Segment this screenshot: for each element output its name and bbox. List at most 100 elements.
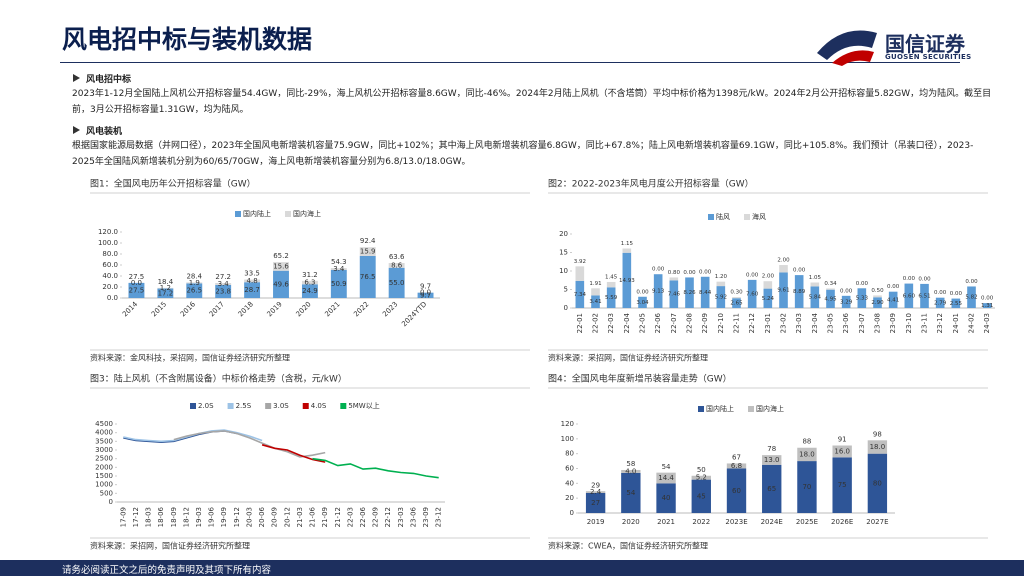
y-tick-label: 3000 — [95, 446, 113, 454]
bar-segment — [215, 284, 232, 298]
paragraph: 根据国家能源局数据（并网口径），2023年全国风电新增装机容量75.9GW，同比… — [72, 141, 974, 167]
x-tick-label: 18-03 — [145, 507, 153, 527]
x-tick-label: 21-06 — [309, 506, 317, 527]
value-label: 5.33 — [856, 296, 869, 302]
x-tick-label: 19-03 — [195, 507, 203, 527]
x-tick-label: 2023E — [725, 518, 747, 526]
bar-segment — [330, 270, 347, 298]
legend-swatch — [708, 214, 714, 220]
bar-segment — [763, 281, 773, 289]
x-tick-label: 2027E — [866, 518, 888, 526]
value-label: 17.2 — [158, 289, 174, 297]
legend-label: 国内陆上 — [243, 209, 271, 218]
legend-swatch — [698, 406, 704, 412]
chart-title: 图3：陆上风机（不含附属设备）中标价格走势（含税，元/kW） — [90, 373, 347, 385]
value-label: 15.6 — [273, 262, 289, 270]
x-tick-label: 20-03 — [245, 507, 253, 527]
y-tick-label: 0 — [564, 304, 568, 312]
value-label: 14.4 — [658, 474, 674, 482]
value-label: 2.00 — [762, 274, 775, 280]
total-label: 33.5 — [244, 270, 260, 278]
y-tick-label: 120.0 — [98, 228, 118, 236]
legend-label: 国内海上 — [756, 404, 784, 413]
x-tick-label: 2022 — [352, 300, 370, 318]
bar-segment — [716, 286, 726, 308]
bar-segment — [669, 277, 679, 281]
bar-segment — [591, 288, 600, 296]
y-tick-label: 1000 — [95, 481, 113, 489]
x-tick-label: 22-08 — [686, 313, 694, 333]
x-tick-label: 18-12 — [182, 507, 190, 527]
bar-segment — [606, 281, 616, 288]
bar-segment — [273, 262, 289, 271]
value-label: 1.9 — [189, 279, 200, 287]
bar-segment — [656, 472, 676, 484]
bar-segment — [700, 276, 710, 308]
x-tick-label: 22-12 — [748, 313, 756, 333]
x-tick-label: 2024E — [761, 518, 783, 526]
y-tick-label: 10 — [559, 267, 568, 275]
bar-segment — [157, 288, 174, 298]
value-label: 1.91 — [589, 281, 601, 287]
total-label: 65.2 — [273, 252, 289, 260]
bar-segment — [873, 297, 882, 308]
value-label: 14.93 — [619, 278, 635, 284]
legend-label: 国内陆上 — [706, 404, 734, 413]
legend-label: 2.5S — [236, 402, 252, 410]
total-label: 50 — [697, 466, 706, 474]
value-label: 2.55 — [950, 301, 963, 307]
legend-label: 2.0S — [198, 402, 214, 410]
value-label: 5.2 — [696, 474, 707, 482]
logo-mark — [817, 30, 877, 66]
x-tick-label: 22-07 — [670, 313, 678, 333]
total-label: 63.6 — [389, 253, 405, 261]
value-label: 4.8 — [247, 277, 258, 285]
y-tick-label: 15 — [559, 249, 568, 257]
value-label: 54 — [626, 489, 635, 497]
bar-segment — [591, 295, 600, 308]
bar-segment — [359, 255, 376, 298]
chart-source: 资料来源：金风科技，采招网，国信证券经济研究所整理 — [90, 353, 290, 363]
total-label: 18.4 — [158, 278, 174, 286]
x-tick-label: 22-12 — [384, 507, 392, 527]
value-label: 1.2 — [160, 284, 171, 292]
y-tick-label: 2500 — [95, 455, 113, 463]
value-label: 70 — [802, 483, 811, 491]
bullet-heading: 风电招中标 — [86, 75, 132, 85]
value-label: 0.00 — [950, 291, 963, 297]
legend-label: 国内海上 — [293, 209, 321, 218]
bar-segment — [621, 472, 641, 513]
chart-title: 图2：2022-2023年风电月度公开招标容量（GW） — [548, 178, 754, 190]
value-label: 8.44 — [699, 290, 712, 296]
bar-segment — [656, 483, 676, 513]
x-tick-label: 23-12 — [936, 313, 944, 333]
bar-segment — [779, 265, 788, 273]
value-label: 0.00 — [981, 296, 994, 302]
value-label: 0.00 — [887, 284, 900, 290]
bar-segment — [732, 297, 741, 299]
value-label: 8.6 — [391, 261, 403, 269]
value-label: 2.79 — [934, 300, 947, 306]
value-label: 5.59 — [605, 295, 618, 301]
x-tick-label: 23-06 — [842, 312, 850, 333]
x-tick-label: 2021 — [323, 300, 341, 318]
bar-segment — [857, 288, 867, 308]
bar-segment — [638, 296, 647, 308]
bar-segment — [621, 469, 641, 473]
bar-segment — [301, 280, 318, 285]
legend-swatch — [227, 403, 234, 409]
footer-text: 请务必阅读正文之后的免责声明及其项下所有内容 — [62, 565, 272, 576]
bar-segment — [388, 263, 405, 268]
value-label: 0.00 — [934, 290, 947, 296]
value-label: 6.8 — [731, 462, 742, 470]
bar-segment — [763, 288, 773, 308]
y-tick-label: 60 — [565, 465, 574, 473]
value-label: 5.84 — [809, 295, 822, 301]
value-label: 27.5 — [129, 286, 145, 294]
bullet — [73, 74, 80, 82]
x-tick-label: 2025E — [796, 518, 818, 526]
value-label: 16.0 — [834, 447, 850, 455]
y-tick-label: 0.0 — [107, 294, 118, 302]
